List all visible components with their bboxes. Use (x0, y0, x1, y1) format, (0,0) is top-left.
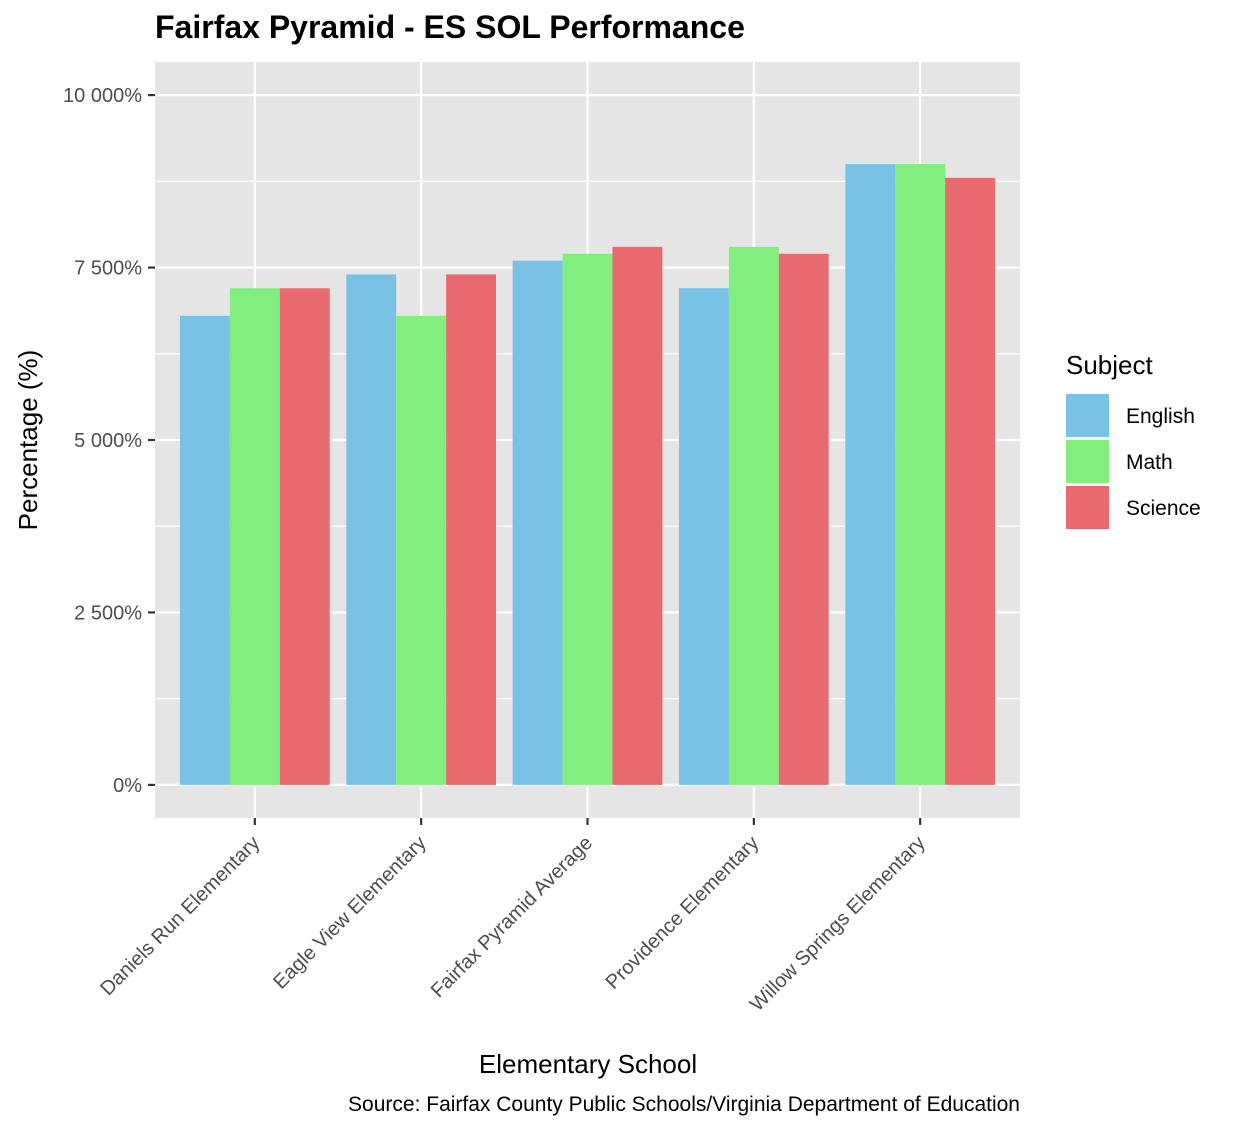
x-tick-label: Willow Springs Elementary (746, 832, 930, 1016)
legend-title: Subject (1066, 350, 1153, 380)
legend-key-math (1066, 440, 1109, 483)
bar-science-3 (612, 246, 663, 785)
y-axis-title: Percentage (%) (13, 350, 43, 531)
y-axis: 0% 2 500% 5 000% 7 500% 10 000% (63, 85, 155, 797)
y-tick-label: 5 000% (74, 430, 142, 452)
bar-english-3 (512, 260, 563, 785)
bar-science-2 (446, 274, 497, 785)
y-tick-label: 2 500% (74, 602, 142, 624)
bar-english-1 (179, 315, 230, 785)
bar-math-2 (396, 315, 447, 785)
bar-math-5 (895, 164, 946, 785)
bars (179, 164, 996, 785)
bar-science-1 (279, 288, 330, 785)
bar-math-4 (728, 246, 779, 785)
legend-label-english: English (1126, 405, 1195, 428)
bar-english-5 (845, 164, 896, 785)
source-caption: Source: Fairfax County Public Schools/Vi… (348, 1093, 1020, 1116)
x-tick-label: Fairfax Pyramid Average (427, 832, 597, 1002)
legend-label-math: Math (1126, 451, 1173, 474)
x-tick-label: Daniels Run Elementary (96, 832, 264, 1000)
y-tick-label: 10 000% (63, 85, 142, 107)
x-axis: Daniels Run Elementary Eagle View Element… (96, 818, 930, 1016)
x-tick-label: Providence Elementary (602, 832, 764, 994)
bar-math-1 (229, 288, 280, 785)
y-tick-label: 7 500% (74, 258, 142, 280)
x-tick-label: Eagle View Elementary (269, 832, 431, 994)
legend: Subject English Math Science (1066, 350, 1201, 529)
y-tick-label: 0% (113, 775, 142, 797)
legend-key-science (1066, 486, 1109, 529)
bar-english-2 (346, 274, 397, 785)
bar-science-5 (945, 177, 996, 785)
x-axis-title: Elementary School (479, 1049, 697, 1079)
bar-math-3 (562, 253, 613, 785)
legend-label-science: Science (1126, 497, 1201, 520)
bar-english-4 (678, 288, 729, 785)
bar-science-4 (778, 253, 829, 785)
chart-title: Fairfax Pyramid - ES SOL Performance (155, 9, 745, 45)
legend-key-english (1066, 394, 1109, 437)
